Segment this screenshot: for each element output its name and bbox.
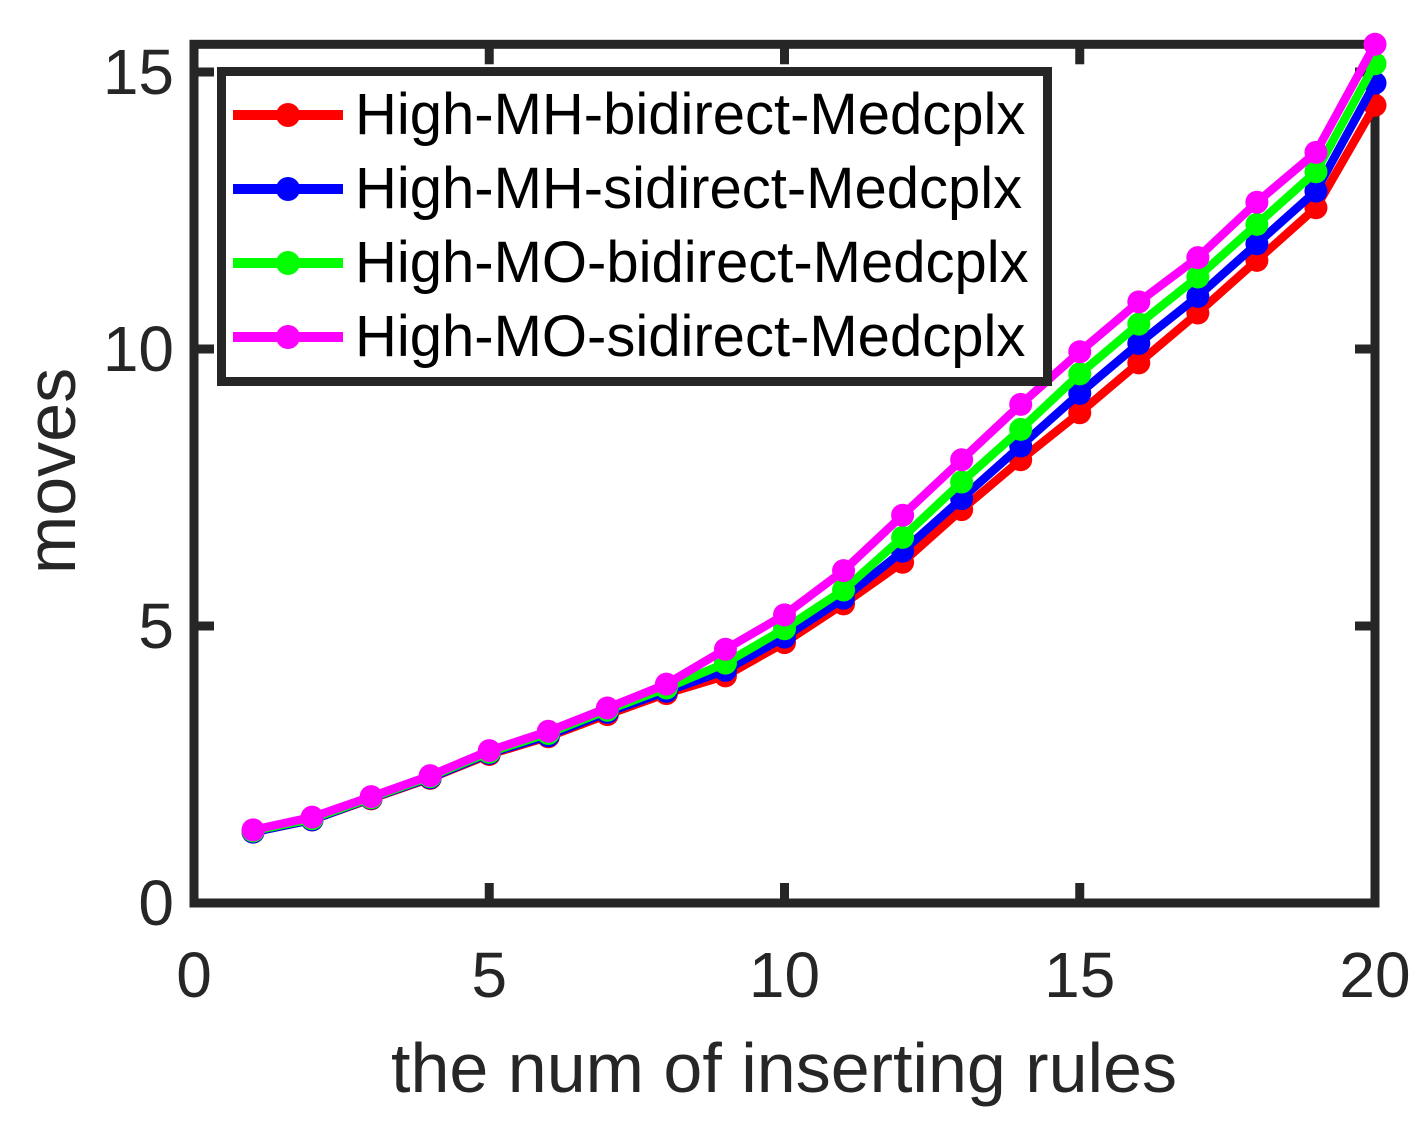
series-marker-3 — [832, 559, 856, 583]
series-marker-2 — [1068, 362, 1092, 386]
series-marker-2 — [950, 470, 974, 494]
legend-swatch — [233, 325, 343, 349]
series-marker-3 — [891, 503, 915, 527]
series-marker-3 — [300, 805, 324, 829]
series-marker-3 — [359, 785, 383, 809]
series-marker-3 — [595, 696, 619, 720]
x-tick-label: 5 — [471, 939, 507, 1011]
legend-label: High-MO-bidirect-Medcplx — [355, 230, 1029, 295]
series-marker-3 — [418, 764, 442, 788]
series-marker-1 — [1009, 434, 1033, 458]
series-marker-0 — [1186, 301, 1210, 325]
series-marker-3 — [1245, 190, 1269, 214]
series-marker-2 — [1127, 312, 1151, 336]
y-tick-label: 15 — [103, 36, 174, 108]
series-marker-2 — [1186, 265, 1210, 289]
legend-swatch — [233, 251, 343, 275]
series-marker-3 — [773, 603, 796, 627]
legend-label: High-MH-bidirect-Medcplx — [355, 82, 1026, 147]
legend-marker-icon — [276, 103, 300, 127]
series-marker-3 — [1304, 140, 1328, 164]
series-marker-1 — [1304, 179, 1328, 203]
series-marker-3 — [241, 818, 265, 842]
series-marker-3 — [477, 739, 501, 763]
series-marker-3 — [1363, 32, 1387, 56]
series-marker-3 — [1127, 290, 1151, 314]
series-marker-1 — [1127, 331, 1151, 355]
x-tick-label: 0 — [176, 939, 212, 1011]
y-tick-label: 10 — [103, 313, 174, 385]
x-tick-label: 10 — [749, 939, 820, 1011]
legend-label: High-MH-sidirect-Medcplx — [355, 156, 1023, 221]
series-marker-0 — [1127, 351, 1151, 375]
x-tick-label: 20 — [1339, 939, 1410, 1011]
series-marker-0 — [1245, 248, 1269, 272]
series-marker-1 — [1068, 381, 1092, 405]
legend-marker-icon — [276, 325, 300, 349]
legend-item: High-MH-sidirect-Medcplx — [233, 152, 1043, 226]
series-marker-3 — [950, 448, 974, 472]
legend-marker-icon — [276, 251, 300, 275]
series-marker-3 — [654, 672, 678, 696]
series-marker-2 — [891, 525, 915, 549]
series-marker-2 — [1009, 417, 1033, 441]
series-marker-3 — [1009, 392, 1033, 416]
series-marker-3 — [536, 719, 560, 743]
series-marker-1 — [1186, 284, 1210, 308]
series-marker-3 — [1186, 246, 1210, 270]
series-marker-3 — [1068, 340, 1092, 364]
legend: High-MH-bidirect-Medcplx High-MH-sidirect… — [217, 67, 1052, 386]
series-marker-0 — [1304, 196, 1328, 220]
series-marker-2 — [1304, 160, 1328, 184]
legend-label: High-MO-sidirect-Medcplx — [355, 304, 1026, 369]
legend-item: High-MH-bidirect-Medcplx — [233, 78, 1043, 152]
y-tick-label: 0 — [138, 867, 174, 939]
legend-item: High-MO-sidirect-Medcplx — [233, 300, 1043, 374]
series-marker-1 — [1245, 232, 1269, 256]
y-axis-label: moves — [12, 367, 90, 575]
y-tick-label: 5 — [138, 590, 174, 662]
legend-swatch — [233, 177, 343, 201]
legend-item: High-MO-bidirect-Medcplx — [233, 226, 1043, 300]
legend-marker-icon — [276, 177, 300, 201]
series-marker-3 — [713, 637, 737, 661]
series-marker-2 — [1245, 212, 1269, 236]
series-marker-0 — [1068, 401, 1092, 425]
legend-swatch — [233, 103, 343, 127]
series-marker-2 — [832, 578, 856, 602]
x-tick-label: 15 — [1044, 939, 1115, 1011]
x-axis-label: the num of inserting rules — [391, 1029, 1177, 1107]
